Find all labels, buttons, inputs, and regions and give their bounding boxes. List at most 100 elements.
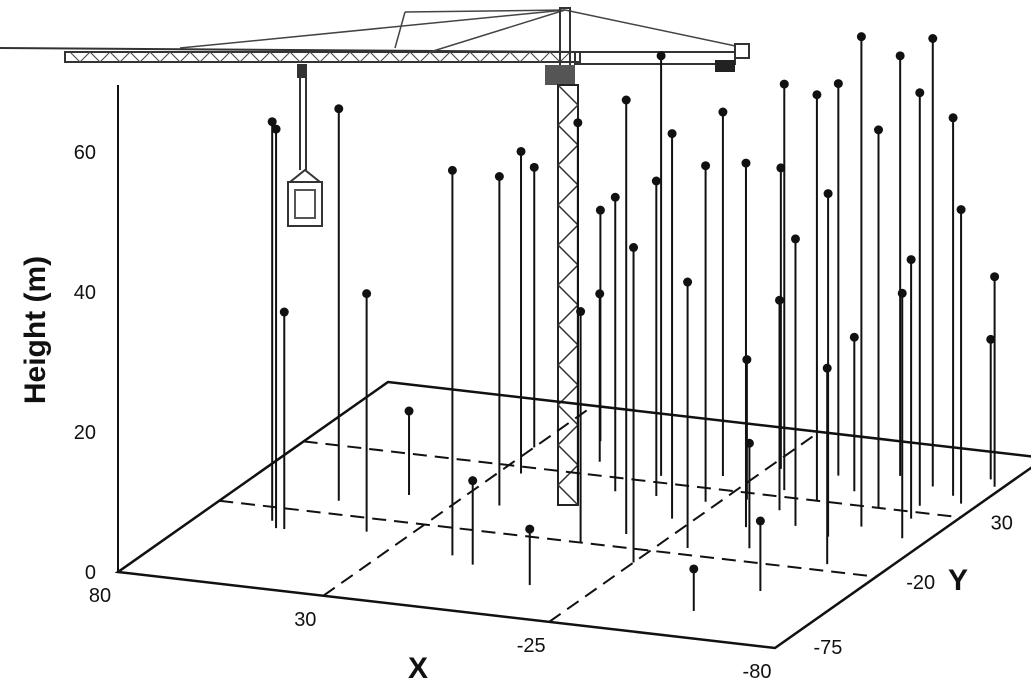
data-point [271, 124, 281, 529]
data-point [956, 205, 966, 504]
data-point [610, 192, 620, 492]
data-marker [741, 158, 751, 168]
data-point [667, 129, 677, 519]
data-marker [833, 79, 843, 89]
z-tick-label: 20 [74, 422, 96, 444]
data-marker [874, 125, 883, 135]
x-tick-label: -25 [517, 635, 546, 657]
data-point [362, 289, 372, 532]
data-marker [701, 161, 711, 171]
data-marker [267, 117, 277, 127]
data-point [595, 289, 605, 462]
grid-line-x [322, 404, 594, 597]
data-point [744, 438, 754, 549]
z-axis-title: Height (m) [19, 256, 52, 404]
data-point [689, 564, 699, 611]
data-point [468, 476, 478, 565]
data-marker [656, 51, 666, 61]
x-tick-label: 30 [294, 609, 316, 631]
data-point [516, 146, 526, 474]
data-marker [271, 124, 281, 134]
data-point [906, 255, 916, 519]
data-marker [595, 289, 605, 299]
data-point [856, 32, 866, 527]
grid-line-y [219, 499, 877, 578]
data-marker [404, 406, 414, 416]
data-marker [776, 163, 786, 173]
data-point [621, 95, 631, 534]
data-marker [621, 95, 631, 105]
z-tick-label: 60 [74, 142, 96, 164]
data-marker [718, 107, 728, 117]
data-point [701, 161, 711, 502]
data-marker [667, 129, 677, 139]
data-marker [849, 332, 859, 342]
data-marker [790, 234, 800, 244]
data-point [651, 176, 661, 496]
data-point [779, 79, 789, 491]
data-marker [334, 104, 344, 114]
data-point [718, 107, 728, 477]
data-marker [775, 295, 784, 305]
data-marker [928, 34, 938, 43]
data-point [812, 90, 822, 501]
data-point [529, 162, 539, 448]
data-marker [629, 243, 639, 252]
grid-line-y [303, 440, 961, 519]
data-point [629, 243, 639, 563]
data-point [656, 51, 666, 476]
data-point [833, 79, 843, 476]
x-tick-label: -80 [743, 661, 772, 683]
data-marker [895, 51, 905, 61]
data-marker [362, 289, 372, 299]
data-point [897, 288, 907, 539]
z-tick-label: 40 [74, 282, 96, 304]
data-point [494, 172, 504, 506]
base-plane [114, 380, 1031, 650]
data-point [279, 307, 289, 530]
data-marker [468, 476, 478, 486]
data-point [895, 51, 905, 476]
data-point [755, 516, 765, 591]
z-tick-label: 0 [85, 562, 96, 584]
floor-outline [114, 380, 1031, 650]
x-tick-labels: 80 30 -25 -80 [89, 585, 772, 683]
y-tick-label: -20 [906, 572, 935, 594]
x-tick-label: 80 [89, 585, 111, 607]
data-point [404, 406, 414, 496]
z-tick-labels: 0 20 40 60 [74, 142, 96, 584]
tower-crane-illustration [0, 7, 750, 506]
data-point [525, 524, 535, 586]
data-marker [494, 172, 504, 181]
data-point [915, 88, 925, 506]
data-marker [744, 438, 754, 448]
data-marker [915, 88, 925, 98]
data-point [790, 234, 800, 526]
data-point [447, 165, 457, 556]
x-axis-title: X [408, 652, 428, 685]
data-point [775, 295, 784, 511]
data-marker [595, 205, 605, 215]
data-point [741, 158, 751, 528]
data-point [683, 277, 693, 549]
data-marker [573, 118, 583, 128]
data-marker [755, 516, 765, 526]
data-point [948, 113, 958, 496]
data-marker [897, 288, 907, 298]
y-tick-label: 30 [991, 512, 1013, 534]
grid-line-x [548, 431, 820, 623]
data-point [874, 125, 883, 508]
data-marker [529, 162, 539, 172]
data-point [849, 332, 859, 492]
data-point [928, 34, 938, 487]
data-marker [689, 564, 699, 574]
data-stems [267, 32, 1000, 611]
data-marker [279, 307, 289, 317]
data-marker [822, 363, 832, 373]
data-marker [856, 32, 866, 42]
y-tick-label: -75 [813, 637, 842, 659]
data-point [334, 104, 344, 501]
data-marker [525, 524, 535, 534]
data-marker [610, 192, 620, 202]
